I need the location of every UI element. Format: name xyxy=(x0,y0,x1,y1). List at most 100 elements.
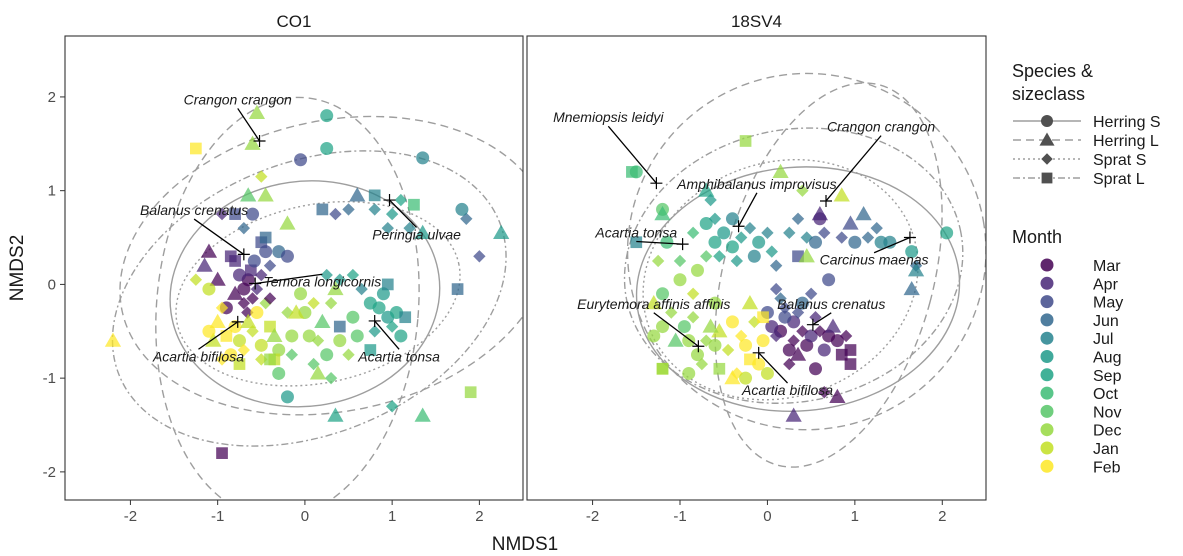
data-point xyxy=(796,184,809,197)
legend-month-label: May xyxy=(1093,295,1123,312)
data-point xyxy=(651,254,665,268)
data-point xyxy=(708,296,722,310)
species-leader-line xyxy=(653,312,699,347)
data-point xyxy=(760,366,774,380)
data-point xyxy=(250,306,264,320)
data-point xyxy=(346,268,360,282)
ellipse-herring-l xyxy=(119,115,523,416)
x-tick-label: -2 xyxy=(586,508,599,525)
data-point xyxy=(809,311,822,324)
data-point xyxy=(844,344,857,356)
data-point xyxy=(327,407,344,422)
data-point xyxy=(316,203,329,216)
data-point xyxy=(791,212,805,225)
panel-title: CO1 xyxy=(277,12,312,31)
data-point xyxy=(196,257,213,272)
data-point xyxy=(848,235,862,249)
species-centroid-cross xyxy=(692,340,705,353)
data-point xyxy=(280,390,294,404)
data-point xyxy=(883,235,897,249)
legend-month-label: Aug xyxy=(1093,350,1121,367)
ellipse-sprat-s xyxy=(175,200,461,387)
data-point xyxy=(244,264,257,277)
species-leader-line xyxy=(825,135,882,202)
data-point xyxy=(761,226,774,240)
data-point xyxy=(835,231,848,244)
data-point xyxy=(350,329,364,343)
data-point xyxy=(257,187,274,202)
legend-month-label: Jul xyxy=(1093,331,1113,348)
data-point xyxy=(246,325,259,338)
data-point xyxy=(280,249,294,263)
data-point xyxy=(385,320,399,333)
species-leader-line xyxy=(873,236,911,254)
data-point xyxy=(686,287,700,300)
ellipse-herring-l xyxy=(626,72,986,431)
data-point xyxy=(725,240,739,254)
data-point xyxy=(237,296,251,310)
x-tick-label: 0 xyxy=(763,508,771,525)
x-tick-label: 0 xyxy=(301,508,309,525)
legend-month-label: Nov xyxy=(1093,404,1121,421)
x-tick-label: 1 xyxy=(851,508,859,525)
data-point xyxy=(778,301,792,315)
data-point xyxy=(673,254,687,268)
data-point xyxy=(656,287,670,301)
data-point xyxy=(247,254,261,268)
x-tick-label: -1 xyxy=(673,508,686,525)
data-point xyxy=(255,170,268,183)
legend-month-label: Oct xyxy=(1093,386,1118,403)
data-point xyxy=(250,282,264,296)
data-point xyxy=(682,366,696,380)
data-point xyxy=(739,338,753,352)
data-point xyxy=(907,262,925,277)
legend: Species & sizeclass Herring S Herring L Spra… xyxy=(1012,61,1161,476)
data-point xyxy=(769,259,783,272)
data-point xyxy=(700,334,713,347)
species-centroid-cross xyxy=(903,231,916,244)
species-label: Amphibalanus improvisus xyxy=(676,176,837,192)
legend-title: sizeclass xyxy=(1012,84,1085,104)
panel-border xyxy=(526,35,987,501)
legend-month-label: Mar xyxy=(1093,258,1121,275)
species-centroid-cross xyxy=(752,346,765,359)
data-point xyxy=(364,344,377,356)
legend-group-label: Herring S xyxy=(1093,114,1161,131)
data-point xyxy=(266,327,283,343)
x-tick-label: -1 xyxy=(211,508,224,525)
data-point xyxy=(259,245,273,259)
x-axis-label: NMDS1 xyxy=(492,534,559,555)
data-point xyxy=(785,407,802,422)
data-point xyxy=(320,141,334,155)
data-point xyxy=(263,292,277,305)
data-point xyxy=(346,310,360,324)
data-point xyxy=(713,362,726,375)
data-point xyxy=(747,249,761,263)
data-point xyxy=(829,388,846,403)
data-point xyxy=(724,370,741,385)
data-point xyxy=(782,343,796,357)
data-point xyxy=(281,306,294,319)
data-point xyxy=(656,320,670,334)
data-point xyxy=(320,268,333,282)
panel-18sv4: 18SV4 Mnemiopsis leidyi Crangon crangon Amp… xyxy=(526,12,987,525)
data-point xyxy=(368,189,381,202)
data-point xyxy=(493,224,510,239)
data-point xyxy=(394,329,408,343)
species-centroid-cross xyxy=(237,248,250,261)
data-point xyxy=(673,273,687,287)
data-point xyxy=(861,231,875,244)
data-point xyxy=(629,165,643,179)
species-label: Acartia bifilosa xyxy=(741,382,833,398)
legend-month-label: Sep xyxy=(1093,368,1122,385)
data-point xyxy=(686,311,700,324)
data-point xyxy=(255,353,268,366)
data-point xyxy=(394,193,408,207)
data-point xyxy=(320,348,334,362)
data-point xyxy=(665,306,678,319)
data-point xyxy=(940,226,954,240)
species-label: Acartia bifilosa xyxy=(152,348,244,364)
data-point xyxy=(725,212,739,226)
y-axis-label: NMDS2 xyxy=(7,235,28,302)
data-point xyxy=(735,231,748,244)
